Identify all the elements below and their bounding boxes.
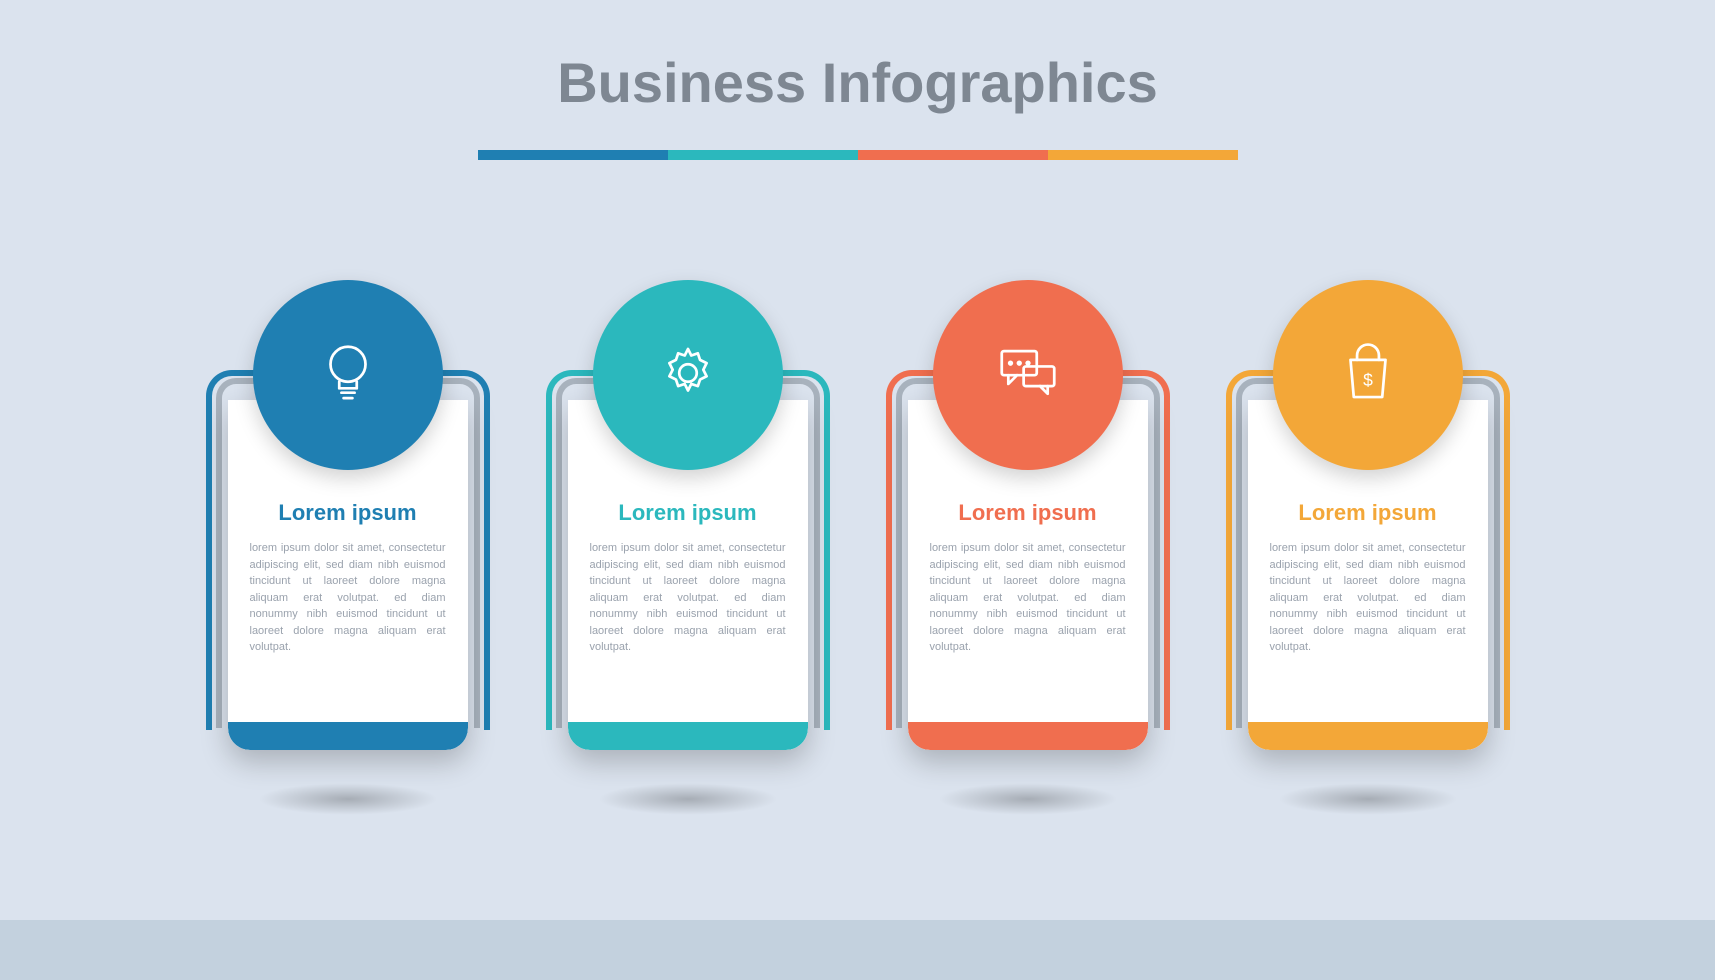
card-2: Lorem ipsum lorem ipsum dolor sit amet, … <box>538 280 838 820</box>
infographic-canvas: Business Infographics Lorem ipsum lorem … <box>0 0 1715 980</box>
cards-row: Lorem ipsum lorem ipsum dolor sit amet, … <box>0 280 1715 820</box>
gear-icon <box>653 338 723 413</box>
card-1-title: Lorem ipsum <box>250 500 446 526</box>
card-4-footer <box>1248 722 1488 750</box>
card-1-body: lorem ipsum dolor sit amet, consectetur … <box>250 540 446 656</box>
card-1-footer <box>228 722 468 750</box>
underline-segment-4 <box>1048 150 1238 160</box>
card-3: Lorem ipsum lorem ipsum dolor sit amet, … <box>878 280 1178 820</box>
card-1-shadow <box>258 783 438 815</box>
underline-segment-3 <box>858 150 1048 160</box>
card-3-footer <box>908 722 1148 750</box>
card-4-circle: $ <box>1273 280 1463 470</box>
shopping-bag-icon: $ <box>1333 338 1403 413</box>
card-1: Lorem ipsum lorem ipsum dolor sit amet, … <box>198 280 498 820</box>
card-4-shadow <box>1278 783 1458 815</box>
card-4: Lorem ipsum lorem ipsum dolor sit amet, … <box>1218 280 1518 820</box>
card-2-title: Lorem ipsum <box>590 500 786 526</box>
card-4-body: lorem ipsum dolor sit amet, consectetur … <box>1270 540 1466 656</box>
underline-segment-1 <box>478 150 668 160</box>
lightbulb-icon <box>313 338 383 413</box>
title-underline <box>478 150 1238 160</box>
card-2-circle <box>593 280 783 470</box>
chat-icon <box>993 338 1063 413</box>
card-2-body: lorem ipsum dolor sit amet, consectetur … <box>590 540 786 656</box>
card-3-body: lorem ipsum dolor sit amet, consectetur … <box>930 540 1126 656</box>
card-1-circle <box>253 280 443 470</box>
svg-text:$: $ <box>1363 370 1373 390</box>
page-title: Business Infographics <box>0 50 1715 115</box>
card-2-footer <box>568 722 808 750</box>
card-4-title: Lorem ipsum <box>1270 500 1466 526</box>
card-3-title: Lorem ipsum <box>930 500 1126 526</box>
underline-segment-2 <box>668 150 858 160</box>
bottom-band <box>0 920 1715 980</box>
card-3-circle <box>933 280 1123 470</box>
card-2-shadow <box>598 783 778 815</box>
card-3-shadow <box>938 783 1118 815</box>
